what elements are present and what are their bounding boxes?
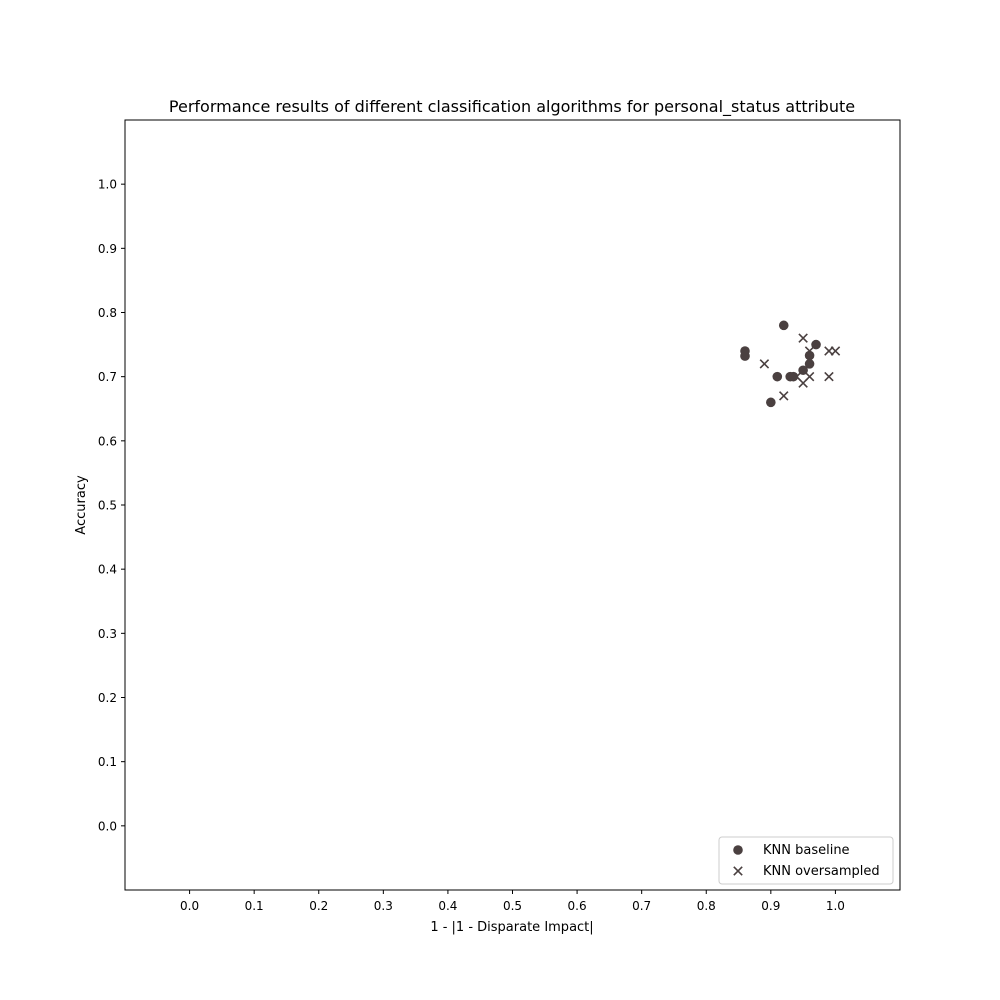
x-tick-label: 0.9 [761, 899, 780, 913]
x-tick-label: 0.0 [180, 899, 199, 913]
point-knn-baseline [788, 371, 799, 382]
point-knn-oversampled [830, 346, 841, 356]
point-knn-baseline [804, 359, 815, 369]
y-tick-label: 0.7 [98, 370, 117, 384]
point-knn-oversampled [798, 333, 808, 343]
legend: KNN baseline KNN oversampled [718, 836, 894, 885]
y-tick-label: 0.3 [98, 627, 117, 641]
x-tick-label: 0.5 [503, 899, 522, 913]
x-tick-label: 1.0 [826, 899, 845, 913]
y-tick-label: 0.4 [98, 563, 117, 577]
chart-title: Performance results of different classif… [169, 97, 855, 117]
point-knn-oversampled [798, 378, 808, 388]
y-tick-label: 0.5 [98, 499, 117, 513]
legend-marker-knn-oversampled [733, 866, 743, 876]
x-tick-label: 0.8 [697, 899, 716, 913]
legend-marker-knn-oversampled-shape [733, 866, 743, 876]
legend-marker-knn-baseline [733, 845, 743, 855]
y-axis-label: Accuracy [74, 475, 89, 535]
y-tick-label: 0.1 [98, 755, 117, 769]
point-knn-baseline [766, 397, 776, 408]
y-tick-label: 0.2 [98, 691, 117, 705]
point-knn-oversampled [804, 346, 815, 356]
point-knn-oversampled [824, 371, 834, 382]
data-points [740, 320, 841, 408]
y-tick-label: 0.8 [98, 306, 117, 320]
legend-marker-knn-baseline-shape [733, 845, 743, 855]
point-knn-baseline [804, 350, 815, 361]
y-tick-label: 0.6 [98, 434, 117, 448]
legend-box [718, 836, 894, 885]
x-axis-ticks: 0.0 0.1 0.2 0.3 0.4 0.5 0.6 0.7 0.8 0.9 1.0 [180, 890, 845, 913]
x-tick-label: 0.4 [438, 899, 457, 913]
point-knn-baseline [778, 320, 789, 331]
x-tick-label: 0.1 [245, 899, 264, 913]
point-knn-baseline [772, 371, 783, 382]
y-tick-label: 0.0 [98, 819, 117, 833]
legend-label-knn-oversampled: KNN oversampled [763, 864, 880, 879]
plot-frame [124, 119, 901, 891]
x-tick-label: 0.2 [309, 899, 328, 913]
x-tick-label: 0.7 [632, 899, 651, 913]
x-tick-label: 0.6 [568, 899, 587, 913]
legend-label-knn-baseline: KNN baseline [763, 843, 850, 858]
point-knn-baseline [740, 351, 750, 361]
y-tick-label: 1.0 [98, 178, 117, 192]
x-tick-label: 0.3 [374, 899, 393, 913]
y-axis-ticks: 0.0 0.1 0.2 0.3 0.4 0.5 0.6 0.7 0.8 0.9 1.0 [98, 178, 125, 833]
point-knn-oversampled [759, 359, 770, 369]
y-tick-label: 0.9 [98, 242, 117, 256]
point-knn-oversampled [778, 391, 789, 401]
x-axis-label: 1 - |1 - Disparate Impact| [430, 920, 593, 935]
